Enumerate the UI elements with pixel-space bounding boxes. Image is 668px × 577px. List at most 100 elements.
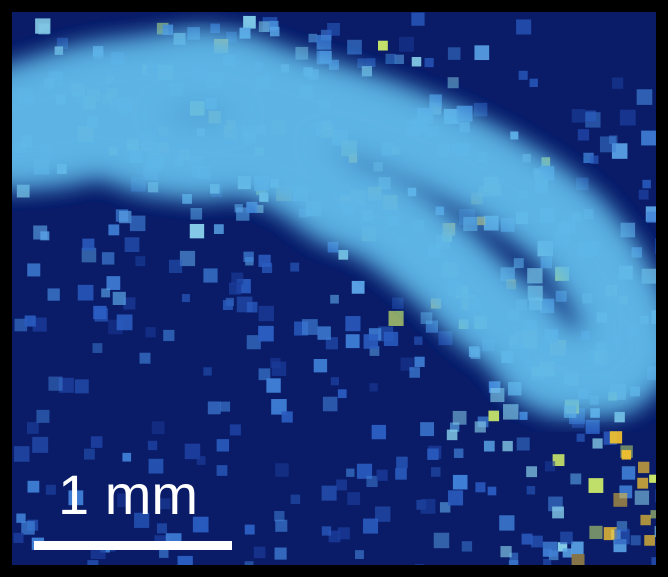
speckle [197,456,206,465]
speckle [641,131,656,146]
heatmap-image: 1 mm [0,0,668,577]
speckle [556,291,567,302]
speckle [214,224,224,234]
speckle [338,527,350,539]
speckle [642,180,650,188]
speckle [377,470,388,481]
speckle [16,514,25,523]
speckle [323,397,338,412]
speckle [378,41,388,51]
speckle [563,548,572,557]
speckle [345,316,360,331]
speckle [502,441,512,451]
speckle [327,23,340,36]
speckle [367,58,376,67]
speckle [572,554,585,567]
speckle [282,411,293,422]
speckle [386,54,396,64]
speckle [258,326,274,342]
speckle [490,388,504,402]
speckle [526,466,537,477]
speckle [190,224,204,238]
speckle [637,89,653,105]
speckle [564,405,577,418]
speckle [475,482,485,492]
speckle [13,533,23,543]
speckle [28,481,40,493]
speckle [272,362,286,376]
speckle [577,434,585,442]
speckle [243,252,253,262]
speckle [295,47,308,60]
speckle [474,103,488,117]
speckle [322,526,331,535]
speckle [346,469,354,477]
speckle [541,157,550,166]
speckle [230,424,241,435]
speckle [503,404,518,419]
speckle [510,131,518,139]
speckle [259,306,274,321]
speckle [589,526,602,539]
speckle [366,476,377,487]
speckle [275,463,289,477]
speckle [585,111,596,122]
speckle [640,515,650,525]
speckle [552,507,564,519]
speckle [245,525,255,535]
speckle [395,468,407,480]
speckle [122,453,131,462]
speckle [463,217,477,231]
speckle [48,377,62,391]
speckle [600,136,616,152]
speckle [462,541,472,551]
speckle [48,288,60,300]
speckle [93,343,103,353]
speckle [246,202,257,213]
speckle [421,312,433,324]
speckle [613,493,627,507]
speckle [247,302,258,313]
speckle [488,487,497,496]
speckle [637,478,648,489]
speckle [409,367,420,378]
speckle [336,480,347,491]
speckle [488,411,499,422]
speckle [384,332,398,346]
speckle [412,57,421,66]
speckle [570,473,581,484]
speckle [145,327,155,337]
speckle [639,190,649,200]
speckle [434,533,449,548]
speckle [635,491,649,505]
speckle [140,353,151,364]
speckle [182,294,190,302]
speckle [590,408,600,418]
speckle [369,383,377,391]
speckle [448,490,463,505]
speckle [589,478,604,493]
speckle [612,77,623,88]
speckle [135,256,145,266]
speckle [517,437,530,450]
speckle [338,389,347,398]
speckle [514,258,524,268]
speckle [291,495,300,504]
speckle [290,263,299,272]
speckle [113,292,126,305]
speckle [545,461,555,471]
speckle [427,449,438,460]
speckle [622,466,635,479]
speckle [317,51,331,65]
speckle [32,437,48,453]
speckle [266,378,280,392]
speckle [375,506,390,521]
speckle [21,521,35,535]
speckle [622,450,632,460]
speckle [130,216,146,232]
speckle [75,379,89,393]
speckle [82,239,94,251]
speckle [117,314,133,330]
speckle [610,431,622,443]
speckle [447,430,458,441]
